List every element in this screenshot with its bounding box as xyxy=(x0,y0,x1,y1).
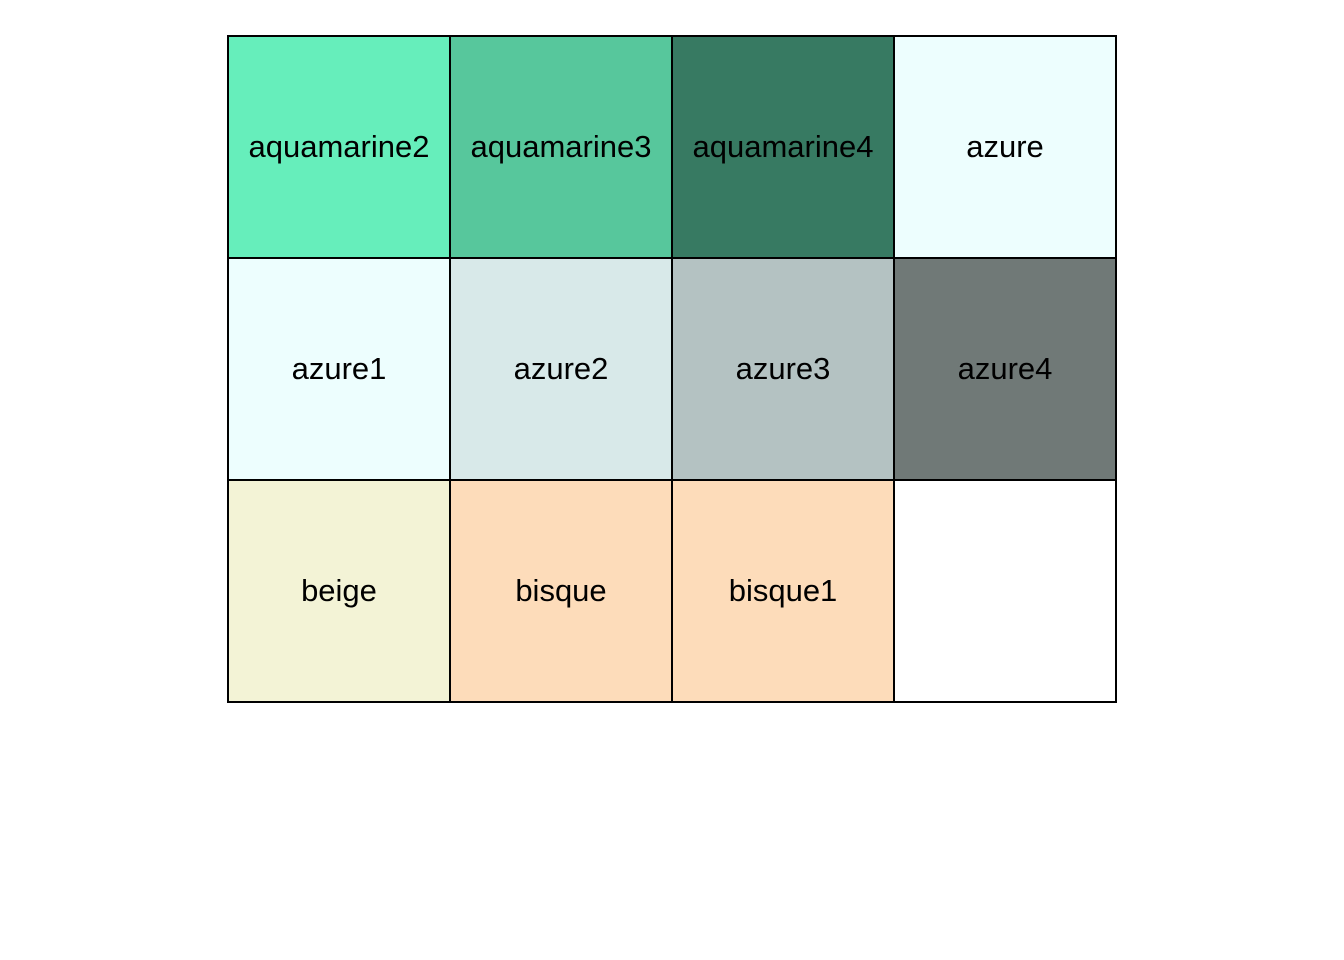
swatch-azure4: azure4 xyxy=(893,257,1115,479)
swatch-bisque: bisque xyxy=(449,479,671,701)
swatch-azure3: azure3 xyxy=(671,257,893,479)
swatch-aquamarine2: aquamarine2 xyxy=(227,35,449,257)
swatch-azure1: azure1 xyxy=(227,257,449,479)
swatch-azure2: azure2 xyxy=(449,257,671,479)
swatch-aquamarine4: aquamarine4 xyxy=(671,35,893,257)
swatch-azure: azure xyxy=(893,35,1115,257)
swatch-empty xyxy=(893,479,1115,701)
swatch-beige: beige xyxy=(227,479,449,701)
swatch-bisque1: bisque1 xyxy=(671,479,893,701)
color-swatch-grid: aquamarine2 aquamarine3 aquamarine4 azur… xyxy=(227,35,1117,703)
swatch-aquamarine3: aquamarine3 xyxy=(449,35,671,257)
